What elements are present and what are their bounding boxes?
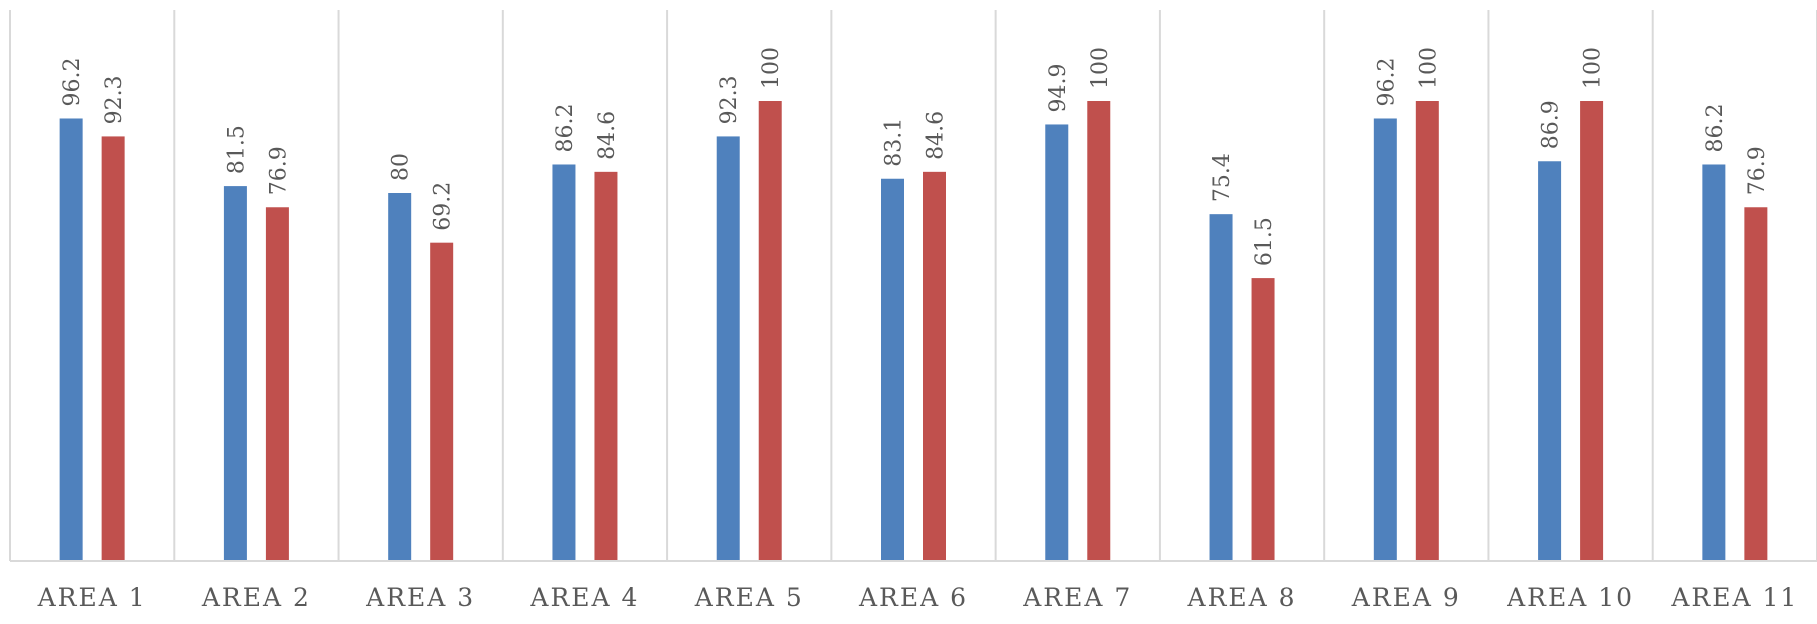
- bar-series-1-5: [716, 136, 740, 562]
- category-label-9: AREA 9: [1351, 583, 1461, 612]
- data-label-series-2-2: 76.9: [266, 146, 291, 195]
- bar-series-2-10: [1580, 101, 1604, 561]
- bar-series-1-8: [1209, 214, 1233, 561]
- data-label-series-2-10: 100: [1581, 47, 1606, 89]
- data-label-series-2-4: 84.6: [595, 111, 620, 160]
- category-label-7: AREA 7: [1022, 583, 1132, 612]
- category-label-10: AREA 10: [1506, 583, 1634, 612]
- data-label-series-1-2: 81.5: [224, 125, 249, 174]
- data-label-series-2-11: 76.9: [1745, 146, 1770, 195]
- data-label-series-2-6: 84.6: [924, 111, 949, 160]
- bar-series-2-7: [1087, 101, 1111, 561]
- category-label-4: AREA 4: [529, 583, 639, 612]
- data-label-series-1-6: 83.1: [882, 118, 907, 167]
- data-label-series-1-1: 96.2: [60, 57, 85, 106]
- bar-series-2-3: [430, 242, 454, 561]
- bar-series-1-3: [388, 193, 412, 561]
- bar-series-2-2: [265, 207, 289, 561]
- data-label-series-1-7: 94.9: [1046, 63, 1071, 112]
- data-label-series-2-9: 100: [1416, 47, 1441, 89]
- bars-layer: [59, 101, 1768, 562]
- data-label-series-2-5: 100: [759, 47, 784, 89]
- bar-series-2-9: [1415, 101, 1439, 561]
- data-label-series-1-4: 86.2: [553, 103, 578, 152]
- bar-series-2-8: [1251, 278, 1275, 561]
- category-label-6: AREA 6: [858, 583, 968, 612]
- category-label-3: AREA 3: [365, 583, 475, 612]
- labels-layer: 96.2 92.3 AREA 1 81.5 76.9 AREA 2 80 69.2 AREA 3…: [37, 47, 1798, 612]
- bar-series-2-4: [594, 171, 618, 561]
- data-label-series-1-9: 96.2: [1374, 57, 1399, 106]
- bar-series-2-6: [923, 171, 946, 561]
- bar-series-1-9: [1373, 118, 1397, 561]
- category-label-11: AREA 11: [1670, 583, 1798, 612]
- bar-series-1-4: [552, 164, 576, 562]
- bar-series-2-1: [101, 136, 125, 562]
- category-label-8: AREA 8: [1187, 583, 1297, 612]
- bar-series-1-10: [1538, 161, 1562, 561]
- data-label-series-1-5: 92.3: [717, 75, 742, 124]
- bar-series-1-1: [59, 118, 83, 561]
- bar-series-1-11: [1702, 164, 1726, 562]
- data-label-series-1-10: 86.9: [1539, 100, 1564, 149]
- data-label-series-1-11: 86.2: [1703, 103, 1728, 152]
- grid-layer: [9, 10, 1817, 561]
- data-label-series-2-8: 61.5: [1252, 217, 1277, 266]
- category-label-1: AREA 1: [37, 583, 147, 612]
- bar-series-1-2: [223, 186, 247, 561]
- data-label-series-2-3: 69.2: [431, 182, 456, 231]
- category-label-5: AREA 5: [694, 583, 804, 612]
- data-label-series-2-1: 92.3: [102, 75, 127, 124]
- bar-series-2-11: [1744, 207, 1768, 561]
- bar-series-1-6: [881, 178, 904, 562]
- category-label-2: AREA 2: [201, 583, 311, 612]
- bar-series-2-5: [758, 101, 782, 561]
- data-label-series-1-8: 75.4: [1210, 153, 1235, 202]
- bar-series-1-7: [1045, 124, 1069, 562]
- data-label-series-1-3: 80: [389, 153, 414, 181]
- data-label-series-2-7: 100: [1088, 47, 1113, 89]
